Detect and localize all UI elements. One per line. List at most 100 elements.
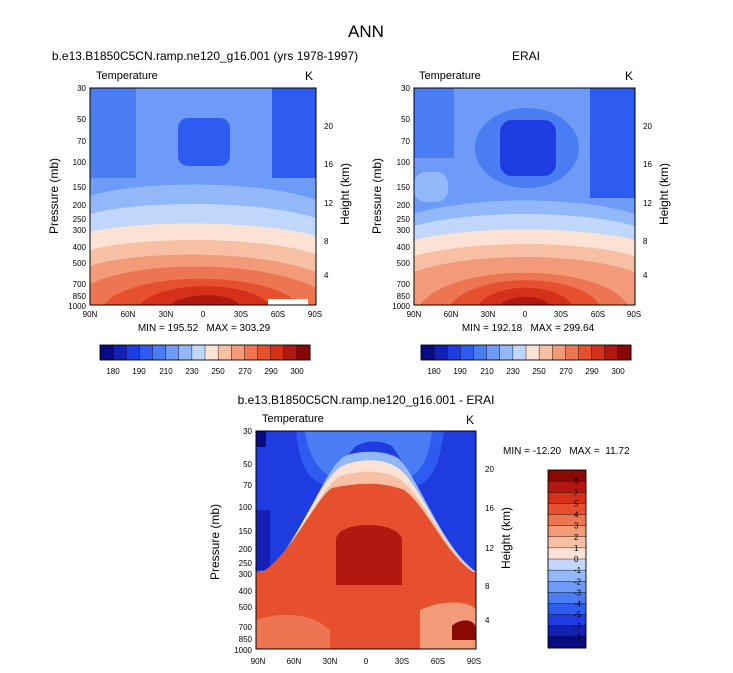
- units-label: K: [305, 69, 313, 83]
- panel-model: b.e13.B1850C5CN.ramp.ne120_g16.001 (yrs …: [47, 49, 358, 376]
- colorbar-label: -3: [574, 588, 582, 597]
- diff-band-deep-negative-left: [256, 510, 270, 570]
- colorbar-label: -1: [574, 566, 582, 575]
- colorbar-swatches: [547, 469, 587, 649]
- x-tick: 90N: [83, 310, 98, 319]
- colorbar-swatch: [486, 344, 501, 361]
- colorbar-swatch: [231, 344, 245, 361]
- y-tick: 200: [239, 545, 253, 554]
- colorbar-label: -7: [574, 622, 582, 631]
- colorbar-label: 3: [574, 522, 579, 531]
- y-tick: 700: [239, 623, 253, 632]
- x-tick: 60N: [444, 310, 459, 319]
- colorbar: 9 7 5 4 3 2 1 0 -1 -2 -3 -4 -5 -7 -9: [547, 469, 587, 649]
- colorbar-label: 180: [106, 367, 120, 376]
- colorbar-label: 290: [264, 367, 278, 376]
- colorbar-label: 300: [611, 367, 625, 376]
- colorbar-label: 270: [559, 367, 573, 376]
- units-label: K: [625, 69, 633, 83]
- x-tick: 0: [364, 657, 369, 666]
- min-max-stats: MIN = 195.52 MAX = 303.29: [138, 323, 271, 334]
- panel-title: ERAI: [512, 49, 540, 63]
- y-tick: 400: [239, 587, 253, 596]
- field-band-cold-core: [178, 118, 230, 166]
- colorbar-label: 2: [574, 533, 579, 542]
- colorbar-label: 210: [480, 367, 494, 376]
- colorbar-swatch: [99, 344, 114, 361]
- colorbar-swatches: [99, 344, 311, 361]
- min-max-stats: MIN = -12.20 MAX = 11.72: [503, 446, 630, 457]
- field-band-8: [478, 287, 572, 305]
- y-tick: 400: [397, 243, 411, 252]
- colorbar-swatch: [112, 344, 127, 361]
- colorbar-swatch: [578, 344, 593, 361]
- colorbar-swatch: [257, 344, 272, 361]
- colorbar-label: -2: [574, 577, 582, 586]
- x-tick: 90N: [407, 310, 422, 319]
- x-tick: 90S: [308, 310, 322, 319]
- x-tick: 60S: [591, 310, 605, 319]
- y-tick-right: 8: [643, 237, 648, 246]
- colorbar-swatch: [547, 480, 587, 493]
- diff-band-lower-left: [256, 614, 330, 649]
- colorbar-swatch: [591, 344, 606, 361]
- y-tick-right: 16: [324, 160, 333, 169]
- y-tick: 850: [239, 635, 253, 644]
- y-tick: 300: [239, 570, 253, 579]
- y-tick: 500: [73, 259, 87, 268]
- colorbar-swatch: [165, 344, 180, 361]
- colorbar-swatch: [547, 514, 587, 527]
- y-axis-label-right: Height (km): [499, 507, 513, 569]
- y-tick-right: 16: [485, 504, 494, 513]
- y-tick: 850: [73, 292, 87, 301]
- x-tick: 30S: [234, 310, 248, 319]
- colorbar-swatch: [552, 344, 566, 361]
- y-axis-label: Pressure (mb): [208, 504, 222, 580]
- y-tick-right: 20: [324, 122, 333, 131]
- y-tick-right: 12: [324, 199, 333, 208]
- y-tick-right: 12: [485, 544, 494, 553]
- colorbar-swatch: [296, 344, 311, 361]
- colorbar-swatch: [433, 344, 448, 361]
- field-band-9: [500, 296, 550, 305]
- colorbar-swatch: [538, 344, 553, 361]
- y-tick: 100: [397, 158, 411, 167]
- colorbar-swatch: [547, 525, 587, 538]
- colorbar-swatch: [447, 344, 461, 361]
- field-band-cold-core: [500, 120, 556, 176]
- colorbar-swatch: [204, 344, 219, 361]
- colorbar-swatch: [178, 344, 193, 361]
- plot-frame: [89, 87, 317, 306]
- colorbar-swatch: [547, 547, 587, 560]
- colorbar-swatch: [126, 344, 140, 361]
- y-axis-right: 20 16 12 8 4 Height (km): [643, 122, 671, 280]
- field-band-polar-left: [414, 88, 454, 158]
- colorbar-label: 190: [132, 367, 146, 376]
- y-axis-label-right: Height (km): [338, 163, 352, 225]
- colorbar-swatch: [270, 344, 285, 361]
- y-tick: 300: [73, 226, 87, 235]
- variable-label: Temperature: [96, 70, 158, 82]
- y-axis-left: 30 50 70 100 150 200 250 300 400 500 700…: [370, 84, 411, 311]
- colorbar-label: 4: [574, 511, 579, 520]
- x-tick: 60N: [121, 310, 136, 319]
- colorbar-swatch: [512, 344, 527, 361]
- panel-title: b.e13.B1850C5CN.ramp.ne120_g16.001 - ERA…: [238, 393, 495, 407]
- colorbar-swatch: [604, 344, 619, 361]
- y-tick: 50: [77, 115, 86, 124]
- colorbar-frame: [99, 344, 311, 361]
- y-tick-right: 16: [643, 160, 652, 169]
- x-tick: 90S: [627, 310, 641, 319]
- colorbar-label: 1: [574, 544, 579, 553]
- y-axis-label: Pressure (mb): [370, 158, 384, 234]
- panel-difference: b.e13.B1850C5CN.ramp.ne120_g16.001 - ERA…: [208, 393, 630, 666]
- x-tick: 30N: [159, 310, 174, 319]
- y-tick-right: 8: [324, 237, 329, 246]
- variable-label: Temperature: [262, 413, 324, 425]
- y-tick-right: 4: [643, 271, 648, 280]
- x-tick: 0: [201, 310, 206, 319]
- colorbar-label: 300: [290, 367, 304, 376]
- y-tick: 100: [73, 158, 87, 167]
- y-tick: 1000: [234, 646, 252, 655]
- field-band-warm-patch: [414, 172, 448, 202]
